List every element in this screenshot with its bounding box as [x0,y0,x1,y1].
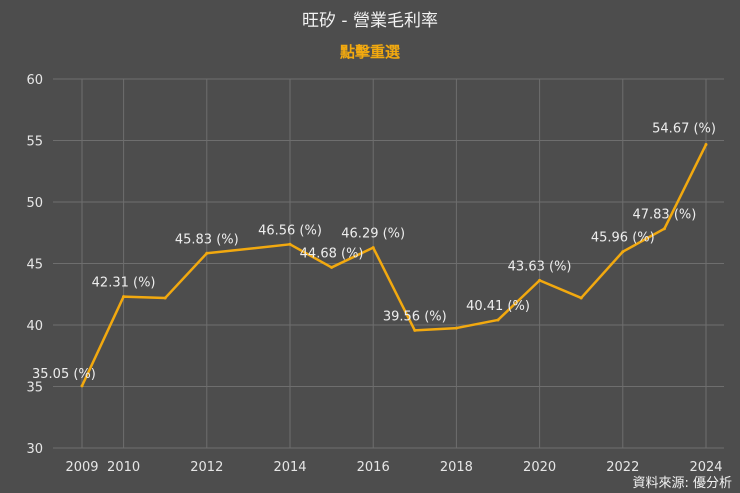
data-label: 42.31 (%) [92,276,156,291]
x-tick-label: 2009 [65,460,98,475]
y-tick-label: 30 [26,442,43,457]
data-point[interactable] [288,242,292,246]
data-point[interactable] [662,227,666,231]
data-point[interactable] [496,318,500,322]
data-label: 46.29 (%) [341,227,405,242]
data-label: 47.83 (%) [632,208,696,223]
y-tick-label: 40 [26,319,43,334]
data-point[interactable] [122,295,126,299]
chart-title: 旺矽 - 營業毛利率 [302,11,438,31]
data-point[interactable] [330,265,334,269]
data-point[interactable] [413,328,417,332]
x-tick-label: 2014 [273,460,306,475]
data-label: 40.41 (%) [466,299,530,314]
y-tick-label: 35 [26,381,43,396]
y-tick-label: 50 [26,196,43,211]
data-label: 46.56 (%) [258,223,322,238]
x-tick-label: 2012 [190,460,223,475]
data-point[interactable] [163,296,167,300]
data-label: 43.63 (%) [508,259,572,274]
data-point[interactable] [371,246,375,250]
x-tick-label: 2024 [689,460,722,475]
y-tick-label: 60 [26,73,43,88]
data-point[interactable] [80,384,84,388]
data-point[interactable] [704,143,708,147]
gross-margin-line [80,144,708,387]
x-tick-label: 2022 [606,460,639,475]
data-label: 45.83 (%) [175,232,239,247]
y-tick-label: 45 [26,258,43,273]
data-source-credit: 資料來源: 優分析 [632,476,732,491]
data-point[interactable] [579,296,583,300]
x-tick-label: 2010 [107,460,140,475]
data-point[interactable] [454,326,458,330]
data-label: 35.05 (%) [32,367,96,382]
data-label: 45.96 (%) [591,231,655,246]
data-point[interactable] [538,278,542,282]
x-tick-label: 2020 [523,460,556,475]
data-point[interactable] [621,250,625,254]
data-label: 44.68 (%) [300,246,364,261]
x-tick-label: 2016 [357,460,390,475]
reselect-link[interactable]: 點擊重選 [339,43,400,61]
data-label: 54.67 (%) [652,122,716,137]
data-label: 39.56 (%) [383,309,447,324]
data-point[interactable] [205,251,209,255]
x-tick-label: 2018 [440,460,473,475]
y-tick-label: 55 [26,135,43,150]
